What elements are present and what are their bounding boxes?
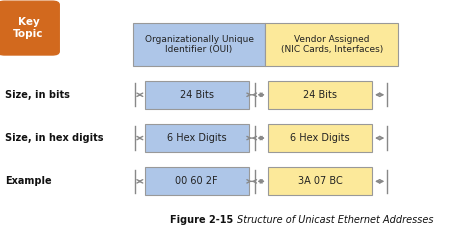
Text: Organizationally Unique
Identifier (OUI): Organizationally Unique Identifier (OUI) <box>145 35 254 54</box>
Text: Vendor Assigned
(NIC Cards, Interfaces): Vendor Assigned (NIC Cards, Interfaces) <box>281 35 383 54</box>
Text: Size, in hex digits: Size, in hex digits <box>5 133 103 143</box>
Text: 24 Bits: 24 Bits <box>180 90 214 100</box>
FancyBboxPatch shape <box>0 1 59 55</box>
FancyBboxPatch shape <box>268 167 372 195</box>
Text: Example: Example <box>5 176 51 186</box>
Text: 00 60 2F: 00 60 2F <box>175 176 218 186</box>
FancyBboxPatch shape <box>265 23 398 66</box>
Text: Figure 2-15: Figure 2-15 <box>170 215 237 225</box>
FancyBboxPatch shape <box>145 124 249 152</box>
Text: 24 Bits: 24 Bits <box>303 90 337 100</box>
Text: 6 Hex Digits: 6 Hex Digits <box>290 133 350 143</box>
FancyBboxPatch shape <box>268 81 372 109</box>
FancyBboxPatch shape <box>133 23 265 66</box>
FancyBboxPatch shape <box>145 167 249 195</box>
Text: 6 Hex Digits: 6 Hex Digits <box>167 133 227 143</box>
Text: Structure of Unicast Ethernet Addresses: Structure of Unicast Ethernet Addresses <box>237 215 434 225</box>
FancyBboxPatch shape <box>145 81 249 109</box>
Text: 3A 07 BC: 3A 07 BC <box>298 176 342 186</box>
Text: Key
Topic: Key Topic <box>13 17 44 39</box>
FancyBboxPatch shape <box>268 124 372 152</box>
Text: Size, in bits: Size, in bits <box>5 90 70 100</box>
